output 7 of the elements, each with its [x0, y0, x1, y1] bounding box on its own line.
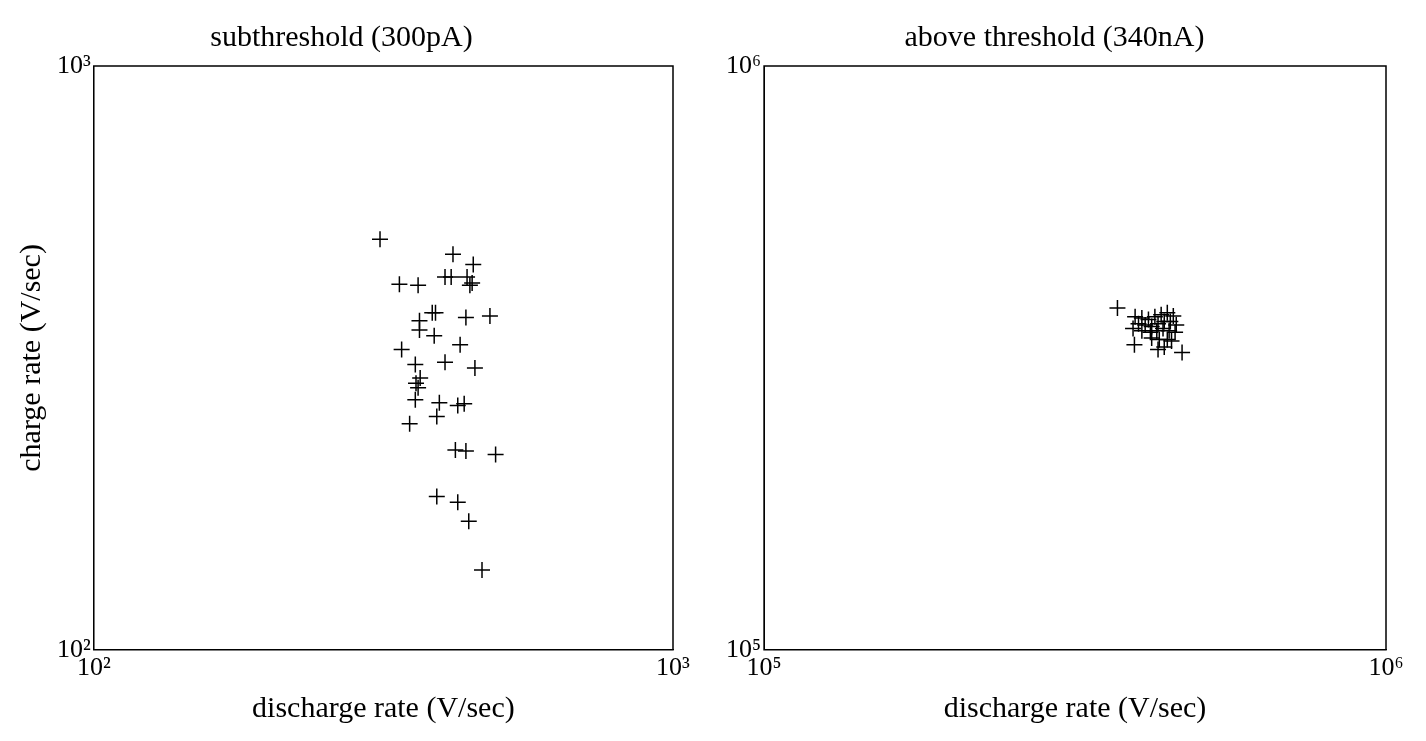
x-tick-label: 10³ — [656, 652, 691, 682]
y-axis-title: charge rate (V/sec) — [12, 244, 47, 472]
x-tick-label: 10⁶ — [1368, 652, 1404, 682]
chart-title: above threshold (340nA) — [904, 18, 1205, 53]
x-axis-title: discharge rate (V/sec) — [943, 689, 1207, 724]
chart-title: subthreshold (300pA) — [210, 18, 473, 53]
x-axis-title: discharge rate (V/sec) — [252, 689, 515, 724]
